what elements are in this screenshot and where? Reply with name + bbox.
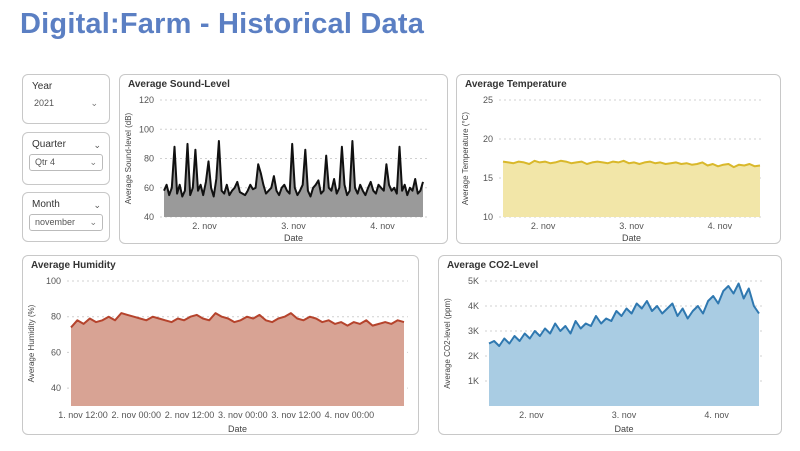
x-tick-label: 4. nov (708, 221, 733, 231)
chevron-down-icon: ⌄ (89, 157, 97, 167)
y-tick-label: 25 (483, 95, 493, 105)
sound-level-chart-title: Average Sound-Level (128, 79, 230, 90)
chevron-down-icon: ⌄ (90, 98, 98, 108)
y-tick-label: 40 (51, 383, 61, 393)
y-tick-label: 1K (468, 376, 479, 386)
month-slicer[interactable]: Month ⌄ november ⌄ (22, 192, 110, 242)
y-tick-label: 3K (468, 326, 479, 336)
year-slicer-label: Year (32, 81, 53, 92)
x-tick-label: 1. nov 12:00 (58, 410, 108, 420)
y-tick-label: 40 (144, 212, 154, 222)
series-line (488, 282, 760, 347)
x-tick-label: 4. nov (370, 221, 395, 231)
quarter-dropdown-value: Qtr 4 (35, 157, 56, 167)
humidity-chart-title: Average Humidity (31, 260, 116, 271)
y-tick-label: 100 (139, 124, 154, 134)
month-dropdown-value: november (35, 217, 76, 227)
y-tick-label: 80 (144, 154, 154, 164)
y-tick-label: 60 (144, 183, 154, 193)
x-tick-label: 3. nov (281, 221, 306, 231)
y-tick-label: 20 (483, 134, 493, 144)
month-slicer-label: Month (32, 199, 60, 210)
y-tick-label: 10 (483, 212, 493, 222)
quarter-slicer[interactable]: Quarter ⌄ Qtr 4 ⌄ (22, 132, 110, 185)
x-axis-label: Date (622, 233, 641, 243)
y-tick-label: 60 (51, 347, 61, 357)
x-axis-label: Date (614, 424, 633, 434)
y-tick-label: 4K (468, 301, 479, 311)
x-tick-label: 2. nov (519, 410, 544, 420)
series-line (70, 312, 405, 329)
co2-level-chart-card: Average CO2-Level 1K 2K 3K 4K 5K 2. nov 3. nov… (438, 255, 782, 435)
quarter-dropdown[interactable]: Qtr 4 ⌄ (29, 154, 103, 171)
series-area (503, 160, 760, 217)
quarter-slicer-label: Quarter (32, 139, 66, 150)
year-dropdown[interactable]: 2021 ⌄ (29, 96, 103, 113)
y-axis-label: Average CO2-level (ppm) (443, 298, 452, 389)
x-tick-label: 3. nov (612, 410, 637, 420)
year-slicer[interactable]: Year 2021 ⌄ (22, 74, 110, 124)
x-tick-label: 3. nov 12:00 (271, 410, 321, 420)
y-tick-label: 100 (46, 276, 61, 286)
x-tick-label: 4. nov (704, 410, 729, 420)
x-axis-label: Date (228, 424, 247, 434)
y-axis-label: Average Sound-level (dB) (124, 112, 133, 204)
x-axis-label: Date (284, 233, 303, 243)
x-tick-label: 2. nov (531, 221, 556, 231)
x-tick-label: 3. nov 00:00 (218, 410, 268, 420)
y-tick-label: 80 (51, 312, 61, 322)
chevron-down-icon[interactable]: ⌄ (93, 140, 101, 150)
sound-level-chart-card: Average Sound-Level 40 60 80 100 120 2. nov 3.… (119, 74, 448, 244)
series-area (71, 313, 404, 406)
x-tick-label: 2. nov 00:00 (111, 410, 161, 420)
series-line (502, 159, 761, 169)
humidity-chart-card: Average Humidity 40 60 80 100 1. nov 12:00 2.… (22, 255, 419, 435)
y-tick-label: 120 (139, 95, 154, 105)
x-tick-label: 2. nov (192, 221, 217, 231)
chevron-down-icon: ⌄ (89, 217, 97, 227)
x-tick-label: 4. nov 00:00 (325, 410, 375, 420)
year-dropdown-value: 2021 (34, 98, 55, 108)
temperature-chart-card: Average Temperature 10 15 20 25 2. nov 3. nov… (456, 74, 781, 244)
co2-level-chart-title: Average CO2-Level (447, 260, 539, 271)
month-dropdown[interactable]: november ⌄ (29, 214, 103, 231)
y-tick-label: 15 (483, 173, 493, 183)
y-axis-label: Average Temperature (°C) (461, 112, 470, 206)
x-tick-label: 3. nov (619, 221, 644, 231)
page-title: Digital:Farm - Historical Data (20, 8, 425, 40)
y-axis-label: Average Humidity (%) (27, 304, 36, 382)
temperature-chart-title: Average Temperature (465, 79, 567, 90)
x-tick-label: 2. nov 12:00 (165, 410, 215, 420)
series-line (163, 140, 424, 198)
y-tick-label: 5K (468, 276, 479, 286)
humidity-chart[interactable]: 40 60 80 100 1. nov 12:00 2. nov 00:00 2. nov … (23, 256, 420, 436)
chevron-down-icon[interactable]: ⌄ (93, 200, 101, 210)
y-tick-label: 2K (468, 351, 479, 361)
